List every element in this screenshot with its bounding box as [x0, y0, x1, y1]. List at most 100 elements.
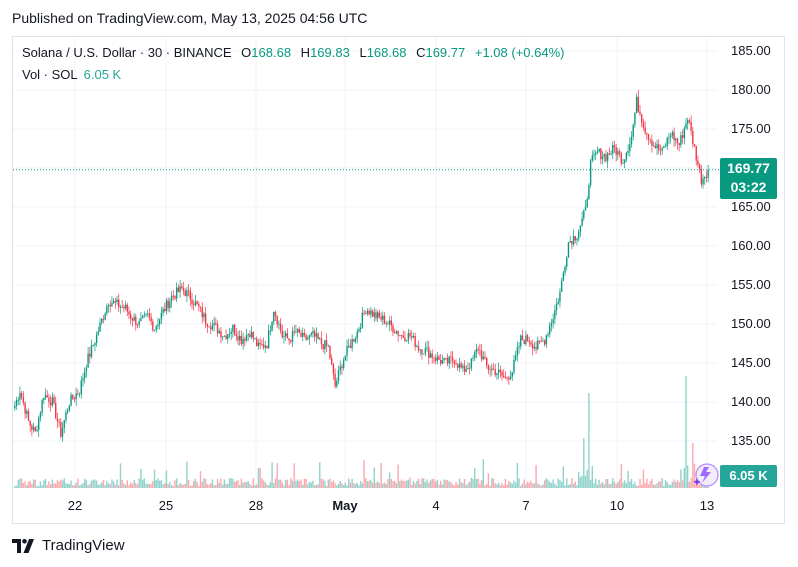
volume-bar — [227, 483, 229, 488]
candle-body — [705, 177, 708, 178]
y-tick-label: 160.00 — [731, 238, 771, 253]
volume-bar — [390, 479, 393, 488]
candle-body — [697, 160, 699, 165]
volume-bar — [596, 484, 599, 488]
volume-bar — [445, 479, 447, 488]
candle-body — [136, 324, 139, 326]
volume-bar — [344, 482, 347, 488]
volume-bar — [632, 484, 634, 488]
volume-bar — [133, 479, 135, 488]
candle-body — [635, 96, 638, 114]
candle-body — [549, 325, 551, 334]
chart-frame[interactable] — [12, 36, 785, 524]
candle-body — [440, 359, 442, 364]
tradingview-logo-icon — [12, 538, 34, 553]
candle-body — [198, 303, 200, 307]
volume-bar — [533, 482, 536, 488]
candle-body — [654, 145, 657, 149]
volume-bar — [373, 467, 375, 488]
close-label: C — [416, 45, 426, 60]
volume-bar — [239, 484, 241, 488]
volume-bar — [588, 393, 590, 488]
volume-bar — [94, 479, 96, 488]
candle-body — [600, 148, 602, 160]
volume-bar — [661, 478, 663, 488]
volume-bar — [312, 480, 314, 488]
candle-body — [55, 403, 57, 419]
volume-bar — [555, 485, 558, 488]
candle-body — [177, 287, 180, 292]
volume-bar — [433, 478, 435, 488]
candle-body — [78, 394, 81, 395]
volume-bar — [402, 480, 404, 488]
volume-bar — [66, 484, 69, 488]
candle-body — [523, 340, 525, 345]
candle-body — [247, 334, 249, 336]
volume-bar — [97, 484, 100, 488]
volume-bar — [443, 479, 445, 488]
candle-body — [22, 397, 25, 403]
candle-body — [249, 334, 251, 338]
candle-body — [20, 393, 23, 398]
volume-bar — [681, 480, 684, 488]
candle-body — [215, 322, 217, 325]
sparkle-icon[interactable] — [693, 462, 719, 488]
volume-bar — [348, 478, 350, 488]
candle-body — [676, 138, 679, 144]
candle-body — [135, 316, 137, 325]
candle-body — [77, 393, 79, 395]
candle-body — [213, 322, 215, 325]
volume-bar — [34, 480, 36, 488]
candle-body — [90, 345, 93, 357]
candle-body — [460, 363, 462, 368]
candle-body — [400, 335, 403, 337]
volume-bar — [228, 478, 231, 488]
volume-bar — [44, 478, 47, 488]
candle-body — [644, 127, 646, 133]
volume-bar — [482, 459, 484, 488]
volume-bar — [20, 478, 23, 488]
volume-bar — [365, 478, 367, 488]
y-tick-label: 180.00 — [731, 82, 771, 97]
volume-bar — [567, 484, 570, 488]
candle-body — [509, 376, 512, 380]
volume-bar — [48, 481, 50, 488]
candle-body — [256, 338, 258, 347]
volume-bar — [179, 482, 181, 488]
candle-body — [407, 333, 410, 341]
candle-body — [325, 340, 328, 346]
candle-body — [290, 340, 292, 342]
candle-body — [467, 368, 469, 370]
candle-body — [567, 242, 570, 258]
candle-body — [296, 328, 299, 332]
candle-body — [129, 314, 132, 319]
candle-body — [320, 338, 323, 345]
candle-body — [150, 317, 152, 322]
volume-bar — [353, 483, 355, 488]
volume-bar — [547, 479, 549, 488]
volume-bar — [359, 481, 362, 488]
volume-bar — [349, 482, 352, 488]
candle-body — [184, 290, 186, 297]
candle-body — [497, 369, 500, 374]
volume-bar — [223, 479, 226, 488]
candle-body — [203, 313, 205, 318]
candle-body — [221, 336, 224, 338]
candle-body — [588, 185, 590, 199]
candle-body — [571, 240, 573, 245]
volume-bar — [576, 485, 578, 488]
volume-bar — [651, 479, 653, 488]
volume-bar — [247, 481, 249, 488]
volume-bar — [554, 483, 556, 488]
candle-body — [147, 313, 149, 315]
candle-body — [193, 304, 195, 306]
volume-bar — [545, 478, 548, 488]
volume-bar — [242, 482, 244, 488]
volume-bar — [474, 468, 476, 488]
volume-bar — [538, 484, 541, 488]
candle-body — [124, 304, 127, 309]
candle-body — [468, 368, 471, 369]
candle-body — [329, 345, 331, 359]
volume-bar — [467, 483, 469, 488]
